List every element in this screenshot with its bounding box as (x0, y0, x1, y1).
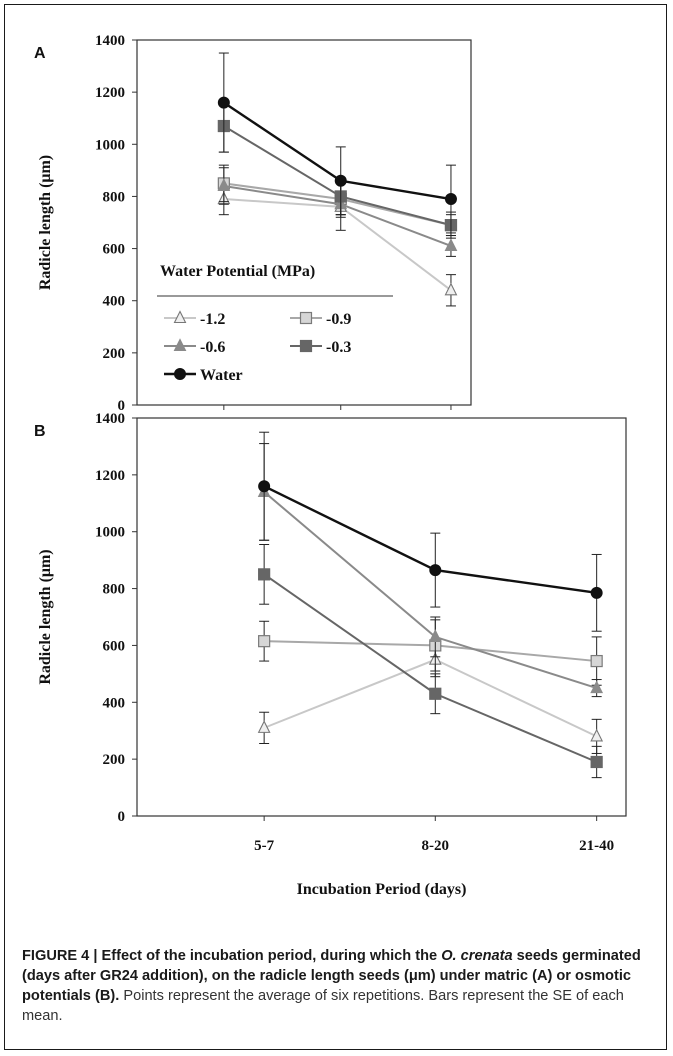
panel-b-x-tick-label: 21-40 (579, 838, 614, 854)
legend-title: Water Potential (MPa) (160, 263, 315, 280)
legend-entry-09: -0.9 (290, 311, 351, 328)
panel-b-series-06-point (590, 680, 604, 694)
panel-b-x-tick-label: 8-20 (422, 838, 450, 854)
panel-a-series-06-point (444, 238, 458, 252)
legend-swatch-marker (173, 338, 187, 352)
panel-a-y-tick-label: 1200 (95, 85, 125, 101)
legend-swatch-marker (174, 368, 186, 380)
legend-entry-label: -0.6 (200, 339, 225, 356)
figure-canvas: A 0 200 400 600 800 1000 1200 1400 Radicle length… (34, 33, 627, 898)
panel-b-y-tick-label: 200 (103, 752, 126, 768)
panel-a-series-Water-point (334, 174, 347, 187)
panel-a-series-Water (217, 52, 457, 234)
panel-b-y-tick-label: 800 (103, 582, 126, 598)
panel-a-series-Water-point (217, 96, 230, 109)
panel-b-series-06-point (428, 629, 442, 642)
legend-entry-label: -0.3 (326, 339, 351, 356)
panel-b-series-03-line (263, 573, 598, 763)
panel-b-chart: B 0 200 400 600 800 1000 1200 1400 Radicle length… (34, 411, 627, 898)
legend-entry-12: -1.2 (164, 310, 225, 328)
legend-entry-03: -0.3 (290, 339, 351, 356)
panel-b-series-03-point (429, 687, 442, 700)
panel-a-y-tick-label: 400 (103, 294, 126, 310)
panel-b-series-Water-point (258, 480, 271, 493)
panel-a-series-12-point (444, 282, 458, 296)
panel-b-y-tick-label: 1000 (95, 525, 125, 541)
panel-b-y-axis-label: Radicle length (μm) (37, 549, 54, 684)
panel-a-label: A (34, 45, 46, 62)
panel-b-series-Water-point (590, 586, 603, 599)
panel-b-y-tick-label: 0 (118, 809, 126, 825)
panel-b-label: B (34, 423, 46, 440)
legend-entry-label: -1.2 (200, 311, 225, 328)
panel-a-y-tick-label: 200 (103, 346, 126, 362)
panel-b-y-tick-label: 600 (103, 638, 126, 654)
panel-a-chart: A 0 200 400 600 800 1000 1200 1400 Radicle length… (34, 33, 472, 414)
legend-entry-label: Water (200, 367, 243, 384)
legend-entry-label: -0.9 (326, 311, 351, 328)
panel-b-series-Water-line (263, 485, 597, 595)
caption-species-name: O. crenata (441, 948, 513, 964)
panel-b-series-03-point (258, 568, 271, 581)
panel-b-series-09 (258, 619, 603, 686)
panel-a-y-tick-label: 600 (103, 242, 126, 258)
legend-entry-Water: Water (164, 367, 243, 384)
panel-a-plot-frame (136, 39, 472, 406)
panel-b-x-tick-label: 5-7 (254, 838, 274, 854)
panel-b-plot-frame (136, 417, 627, 817)
panel-a-legend: Water Potential (MPa) -1.2 -0.9 -0.6 -0.3 Wat… (157, 263, 393, 384)
figure-caption: FIGURE 4 | Effect of the incubation peri… (22, 946, 647, 1026)
panel-b-x-axis-label: Incubation Period (days) (297, 881, 467, 898)
panel-a-y-axis-label: Radicle length (μm) (37, 155, 54, 290)
panel-b-series-Water (258, 431, 603, 632)
panel-b-y-tick-label: 1200 (95, 468, 125, 484)
panel-b-series-06-line (263, 491, 597, 690)
legend-swatch-marker (299, 339, 313, 353)
panel-b-series-03 (258, 544, 603, 779)
panel-a-y-tick-label: 800 (103, 189, 126, 205)
panel-b-series-Water-point (429, 564, 442, 577)
legend-swatch-marker (173, 310, 187, 324)
panel-b-y-tick-label: 400 (103, 695, 126, 711)
panel-a-series-06-point (217, 178, 231, 192)
panel-a-y-tick-label: 1400 (95, 33, 125, 49)
panel-b-y-tick-label: 1400 (95, 411, 125, 427)
panel-a-y-tick-label: 0 (118, 398, 126, 414)
caption-bold-suffix: seeds germinated (days after GR24 additi… (22, 948, 641, 1004)
panel-b-series-03-point (590, 755, 603, 769)
legend-swatch-marker (299, 311, 313, 325)
legend-entry-06: -0.6 (164, 338, 225, 356)
panel-b-series-12-point (590, 728, 604, 742)
panel-a-series-Water-point (444, 193, 457, 206)
caption-bold-prefix: FIGURE 4 | Effect of the incubation peri… (22, 948, 442, 964)
panel-a-y-tick-label: 1000 (95, 137, 125, 153)
panel-b-series-12-point (257, 720, 271, 733)
caption-description: Points represent the average of six repe… (22, 988, 624, 1024)
panel-b-series-09-point (258, 635, 271, 648)
panel-b-series-09-point (590, 654, 603, 668)
